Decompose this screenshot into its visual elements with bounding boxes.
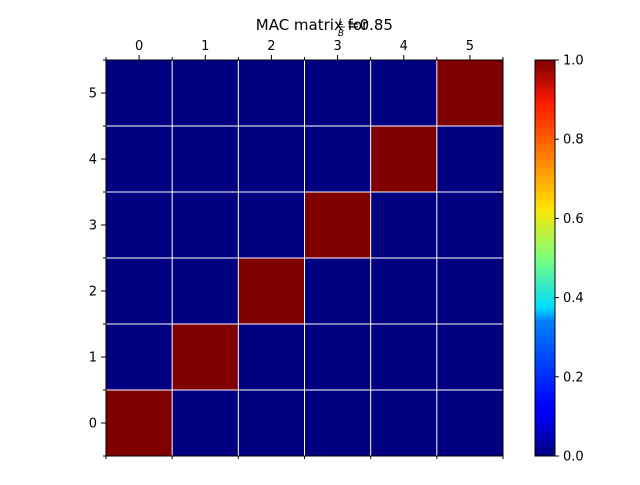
heatmap-cell xyxy=(106,258,173,325)
heatmap-cell xyxy=(172,324,239,391)
heatmap-cell xyxy=(106,126,173,193)
heatmap-cell xyxy=(238,390,305,457)
heatmap-cell xyxy=(370,390,438,457)
title-fraction-numerator: L xyxy=(338,18,343,28)
x-tick-label: 0 xyxy=(135,39,143,54)
heatmap-cell xyxy=(106,192,173,259)
colorbar-tick-label: 0.0 xyxy=(563,450,584,465)
colorbar-tick-label: 0.8 xyxy=(563,133,584,148)
y-tick-label: 2 xyxy=(89,285,97,300)
heatmap-cell xyxy=(238,126,305,193)
colorbar-tick-label: 1.0 xyxy=(563,54,584,69)
colorbar-tick-label: 0.2 xyxy=(563,370,584,385)
heatmap-cell xyxy=(370,324,438,391)
heatmap-cell xyxy=(436,390,504,457)
heatmap-cell xyxy=(238,192,305,259)
colorbar-ticks: 0.0 0.2 0.4 0.6 0.8 1.0 xyxy=(555,54,584,465)
heatmap-cell xyxy=(238,324,305,391)
colorbar xyxy=(534,59,556,457)
y-tick-label: 4 xyxy=(89,153,97,168)
heatmap-cell xyxy=(436,258,504,325)
heatmap-cell xyxy=(370,258,438,325)
heatmap-cell xyxy=(106,390,173,457)
y-tick-label: 1 xyxy=(89,351,97,366)
heatmap-cell xyxy=(370,126,438,193)
y-tick-label: 3 xyxy=(89,219,97,234)
colorbar-tick-label: 0.4 xyxy=(563,291,584,306)
x-tick-label: 2 xyxy=(267,39,275,54)
heatmap-cell xyxy=(304,192,371,259)
title-fraction: L B xyxy=(337,18,345,39)
heatmap-cell xyxy=(436,192,504,259)
heatmap-cell xyxy=(436,126,504,193)
heatmap-gridlines xyxy=(106,60,503,456)
x-axis-ticks: 0 1 2 3 4 5 xyxy=(105,39,504,459)
heatmap-cell xyxy=(106,60,173,127)
heatmap-cell xyxy=(370,192,438,259)
title-suffix: =0.85 xyxy=(347,16,393,34)
heatmap-cell xyxy=(304,258,371,325)
title-prefix: MAC matrix for xyxy=(256,16,369,34)
heatmap-cell xyxy=(172,258,239,325)
y-axis-ticks: 0 1 2 3 4 5 xyxy=(89,59,106,457)
colorbar-tick-label: 0.6 xyxy=(563,212,584,227)
heatmap-cell xyxy=(172,60,239,127)
x-tick-label: 5 xyxy=(466,39,474,54)
title-fraction-denominator: B xyxy=(338,29,344,39)
y-tick-label: 0 xyxy=(89,417,97,432)
x-tick-label: 1 xyxy=(201,39,209,54)
heatmap-cell xyxy=(106,324,173,391)
heatmap-cell xyxy=(370,60,438,127)
heatmap-cell xyxy=(304,126,371,193)
heatmap-cell xyxy=(304,60,371,127)
heatmap-cell xyxy=(436,324,504,391)
heatmap-cell xyxy=(304,390,371,457)
x-tick-label: 3 xyxy=(333,39,341,54)
heatmap-cell xyxy=(238,60,305,127)
heatmap-cell xyxy=(172,126,239,193)
heatmap-cell xyxy=(238,258,305,325)
heatmap-cells xyxy=(106,60,504,457)
heatmap-cell xyxy=(436,60,504,127)
y-tick-label: 5 xyxy=(89,87,97,102)
heatmap-cell xyxy=(172,390,239,457)
heatmap-cell xyxy=(304,324,371,391)
heatmap-cell xyxy=(172,192,239,259)
x-tick-label: 4 xyxy=(400,39,408,54)
chart-title: MAC matrix for xyxy=(256,16,369,34)
